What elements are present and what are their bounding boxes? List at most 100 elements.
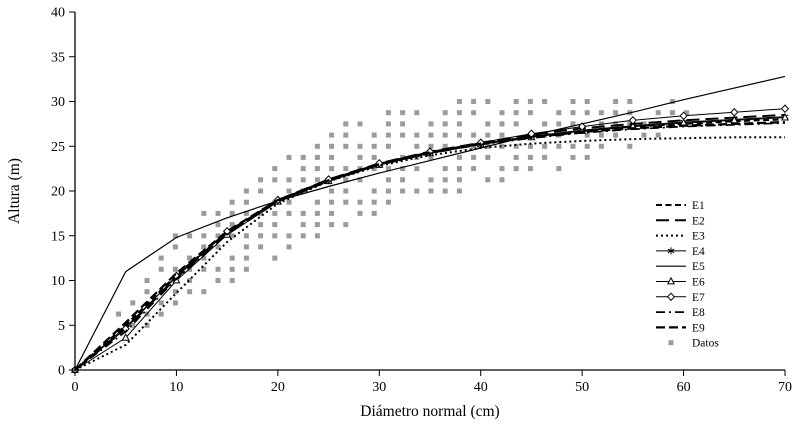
datos-point <box>272 255 278 261</box>
datos-point <box>570 121 576 127</box>
datos-point <box>627 99 633 104</box>
datos-point <box>357 177 363 183</box>
datos-point <box>570 154 576 160</box>
series-E3 <box>74 136 785 371</box>
datos-point <box>243 233 249 239</box>
datos-point <box>400 132 406 138</box>
datos-point <box>456 121 462 127</box>
datos-point <box>542 121 548 127</box>
datos-point <box>527 143 533 149</box>
datos-point <box>144 322 150 328</box>
datos-point <box>229 266 235 272</box>
datos-point <box>485 99 491 104</box>
datos-point <box>243 210 249 216</box>
datos-point <box>300 210 306 216</box>
legend-label-E9: E9 <box>692 322 705 334</box>
x-tick-label: 20 <box>271 380 285 395</box>
datos-point <box>499 143 505 149</box>
datos-point <box>570 110 576 116</box>
datos-point <box>314 233 320 239</box>
datos-point <box>116 311 122 317</box>
datos-point <box>343 121 349 127</box>
datos-point <box>570 99 576 104</box>
datos-point <box>343 143 349 149</box>
y-tick-label: 40 <box>51 6 65 21</box>
datos-point <box>201 255 207 261</box>
datos-point <box>456 177 462 183</box>
datos-point <box>187 278 193 283</box>
datos-point <box>300 233 306 239</box>
datos-point <box>428 154 434 160</box>
datos-point <box>385 177 391 183</box>
x-tick-label: 70 <box>778 380 792 395</box>
legend-label-datos: Datos <box>692 338 719 350</box>
datos-point <box>400 154 406 160</box>
datos-point <box>513 99 519 104</box>
datos-point <box>499 121 505 127</box>
datos-point <box>542 99 548 104</box>
datos-point <box>343 132 349 138</box>
datos-point <box>357 210 363 216</box>
datos-point <box>300 177 306 183</box>
series-E5 <box>74 75 786 371</box>
datos-point <box>527 110 533 116</box>
legend-label-E1: E1 <box>692 200 705 212</box>
datos-point <box>329 154 335 160</box>
y-axis-title: Altura (m) <box>6 158 23 224</box>
datos-point <box>229 210 235 216</box>
datos-point <box>499 110 505 116</box>
datos-point <box>314 166 320 172</box>
datos-point <box>499 177 505 183</box>
datos-point <box>272 210 278 216</box>
datos-point <box>442 143 448 149</box>
datos-point <box>456 188 462 194</box>
diamond-marker <box>578 122 587 131</box>
triangle-marker <box>730 115 739 124</box>
y-tick-label: 35 <box>51 50 65 65</box>
datos-point <box>584 143 590 149</box>
datos-point <box>513 143 519 149</box>
datos-point <box>343 166 349 172</box>
datos-point <box>400 110 406 116</box>
datos-point <box>229 199 235 205</box>
datos-point <box>314 210 320 216</box>
datos-point <box>371 154 377 160</box>
datos-point <box>272 222 278 228</box>
datos-point <box>598 143 604 149</box>
datos-point <box>258 244 264 250</box>
legend-label-E7: E7 <box>692 292 705 304</box>
datos-point <box>641 121 647 127</box>
diamond-marker <box>628 115 637 125</box>
series-E9 <box>74 120 786 371</box>
datos-point <box>655 132 661 138</box>
legend-label-E8: E8 <box>692 307 705 319</box>
y-tick-label: 15 <box>51 229 65 244</box>
datos-point <box>258 233 264 239</box>
datos-point <box>400 121 406 127</box>
datos-point <box>499 132 505 138</box>
datos-point <box>229 278 235 283</box>
datos-point <box>371 166 377 172</box>
datos-point <box>442 166 448 172</box>
datos-point <box>556 143 562 149</box>
datos-point <box>314 199 320 205</box>
datos-point <box>471 154 477 160</box>
legend-label-E6: E6 <box>692 277 705 289</box>
datos-point <box>584 132 590 138</box>
datos-point <box>385 132 391 138</box>
datos-point <box>144 289 150 295</box>
datos-point <box>513 110 519 116</box>
datos-point <box>371 188 377 194</box>
datos-point <box>172 289 178 295</box>
datos-point <box>300 222 306 228</box>
datos-point <box>385 166 391 172</box>
datos-point <box>329 210 335 216</box>
datos-point <box>258 177 264 183</box>
diamond-marker <box>679 111 688 121</box>
datos-point <box>357 143 363 149</box>
datos-point <box>428 188 434 194</box>
datos-point <box>371 143 377 149</box>
datos-point <box>385 143 391 149</box>
datos-point <box>329 166 335 172</box>
